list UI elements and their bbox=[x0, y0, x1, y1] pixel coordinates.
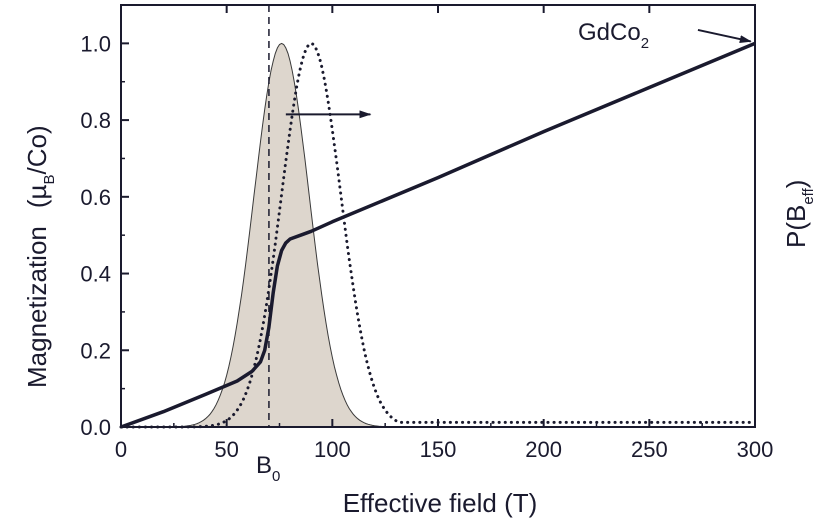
x-tick-label: 250 bbox=[631, 437, 668, 462]
distribution-filled-area bbox=[121, 42, 755, 428]
y-axis-title: Magnetization(µB/Co) bbox=[22, 125, 58, 388]
magnetization-line bbox=[120, 41, 756, 429]
y-tick-label: 0.4 bbox=[80, 262, 111, 287]
distribution-dotted-line bbox=[119, 41, 757, 429]
y-axis-ticks: 0.0 0.2 0.4 0.6 0.8 1.0 bbox=[80, 4, 129, 440]
y-tick-label: 0.0 bbox=[80, 415, 111, 440]
x-tick-label: 100 bbox=[314, 437, 351, 462]
y-tick-label: 1.0 bbox=[80, 31, 111, 56]
y-tick-label: 0.8 bbox=[80, 108, 111, 133]
y-tick-label: 0.2 bbox=[80, 338, 111, 363]
x-axis-title: Effective field (T) bbox=[343, 488, 538, 518]
x-tick-label: 0 bbox=[115, 437, 127, 462]
series-label: GdCo2 bbox=[578, 19, 649, 52]
plot-frame bbox=[120, 4, 756, 428]
b0-label: B0 bbox=[256, 452, 280, 485]
x-tick-label: 200 bbox=[525, 437, 562, 462]
series-label-arrow bbox=[697, 28, 752, 44]
x-tick-label: 150 bbox=[420, 437, 457, 462]
x-tick-label: 300 bbox=[737, 437, 774, 462]
x-tick-label: 50 bbox=[214, 437, 238, 462]
y-tick-label: 0.6 bbox=[80, 185, 111, 210]
y2-axis-title: P(Beff) bbox=[781, 180, 817, 248]
x-axis-ticks: 0 50 100 150 200 250 300 bbox=[115, 5, 773, 462]
